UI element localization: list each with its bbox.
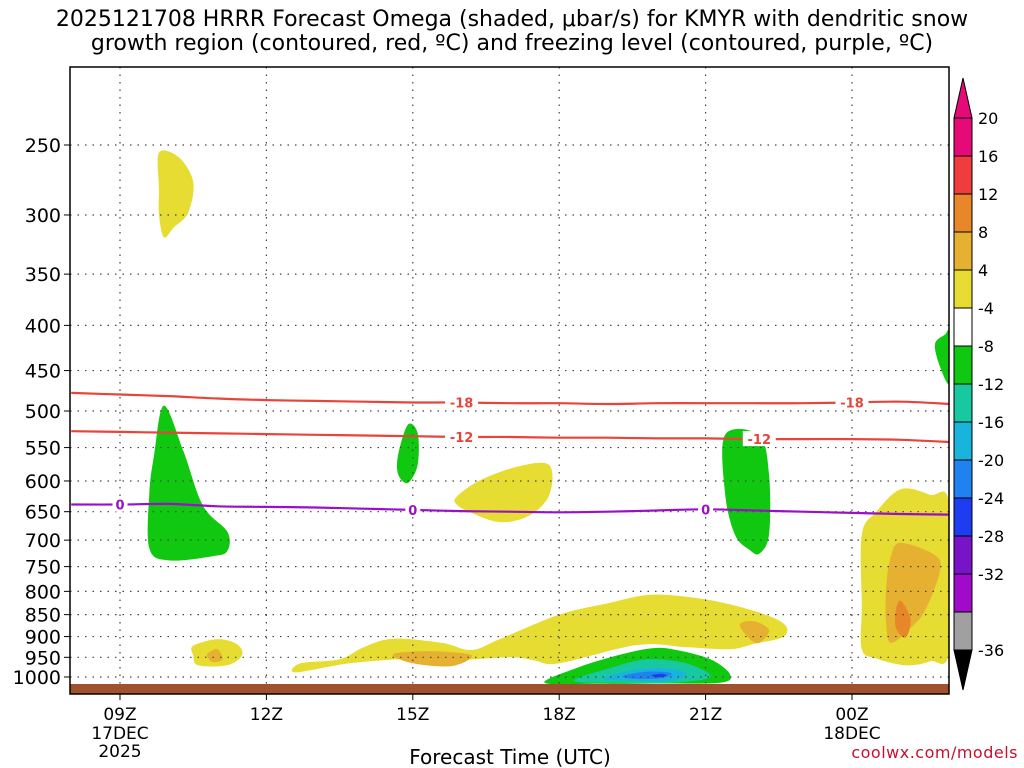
colorbar-swatch (953, 573, 973, 613)
y-tick-label-400: 400 (25, 315, 61, 337)
contour-label-freezing-level: 0 (408, 504, 417, 519)
contour-label-bg-freezing-level (112, 496, 128, 512)
colorbar-swatch (953, 269, 973, 309)
colorbar-label: -12 (978, 375, 1004, 394)
y-tick-label-850: 850 (25, 605, 61, 627)
contour-freezing-level (71, 502, 949, 516)
contour-label-bg-dgz-minus12 (445, 428, 479, 444)
y-tick-label-950: 950 (25, 647, 61, 669)
colorbar-swatch (953, 421, 973, 461)
contour-label-dgz-minus18: -18 (840, 396, 864, 411)
omega-area-orange-left-low (206, 649, 223, 663)
x-tick-label-18Z: 18Z (543, 705, 576, 725)
omega-area-yellow-mid-600 (454, 462, 553, 523)
contour-dgz-minus18 (71, 391, 949, 406)
contour-dgz-minus12 (71, 430, 949, 444)
contour-lines: -18 -18 -12 -12 0 0 0 (71, 391, 949, 519)
colorbar-swatch (953, 497, 973, 537)
contour-label-bg-freezing-level (405, 501, 421, 517)
contour-label-dgz-minus18: -18 (450, 396, 474, 411)
colorbar-label: -24 (978, 489, 1004, 508)
plot-frame (69, 66, 950, 695)
colorbar-label: -20 (978, 451, 1004, 470)
colorbar-label: 8 (978, 223, 988, 242)
ground-surface (70, 684, 949, 694)
x-year-label: 2025 (98, 742, 141, 762)
x-tick-label-21Z: 21Z (689, 705, 722, 725)
y-tick-label-700: 700 (25, 530, 61, 552)
contour-label-dgz-minus12: -12 (450, 431, 474, 446)
chart-title-line2: growth region (contoured, red, ºC) and f… (90, 31, 934, 56)
contour-label-bg-dgz-minus18 (835, 394, 869, 410)
y-tick-label-900: 900 (25, 627, 61, 649)
omega-area-green-21z (722, 428, 771, 555)
colorbar-top-arrow (953, 77, 973, 119)
omega-area-left-rising-green (147, 405, 230, 561)
colorbar-swatch (953, 117, 973, 157)
contour-label-bg-dgz-minus18 (445, 394, 479, 410)
y-tick-label-250: 250 (25, 135, 61, 157)
colorbar-label: -28 (978, 527, 1004, 546)
y-tick-label-650: 650 (25, 502, 61, 524)
x-axis-label: Forecast Time (UTC) (409, 745, 611, 768)
colorbar-label: 4 (978, 261, 988, 280)
colorbar-swatch (953, 345, 973, 385)
credit-text[interactable]: coolwx.com/models (851, 743, 1018, 762)
contour-label-freezing-level: 0 (701, 503, 710, 518)
colorbar-label: -4 (978, 299, 994, 318)
y-tick-label-750: 750 (25, 557, 61, 579)
x-tick-label-00Z: 00Z (835, 705, 868, 725)
colorbar-label: -8 (978, 337, 994, 356)
y-tick-label-300: 300 (25, 205, 61, 227)
omega-area-narrow-green-15z (396, 423, 419, 484)
colorbar-label: 16 (978, 147, 998, 166)
contour-label-bg-freezing-level (698, 501, 714, 517)
x-tick-label-15Z: 15Z (396, 705, 429, 725)
y-tick-label-1000: 1000 (13, 667, 61, 689)
omega-area-orange-15z (392, 651, 472, 667)
omega-area-orange-dark-right (894, 600, 911, 638)
colorbar-swatch (953, 155, 973, 195)
colorbar-label: 12 (978, 185, 998, 204)
colorbar-legend: 20 16 12 8 4 -4 -8 -12 -16 -20 -24 -28 -32 -36 (953, 77, 1004, 691)
grid-lines (70, 67, 949, 694)
omega-area-upper-weak-rising (157, 150, 194, 238)
y-tick-label-600: 600 (25, 471, 61, 493)
colorbar-label: -16 (978, 413, 1004, 432)
colorbar-swatch (953, 193, 973, 233)
y-tick-label-500: 500 (25, 401, 61, 423)
x-tick-label-12Z: 12Z (250, 705, 283, 725)
x-date-label: 17DEC (91, 724, 148, 744)
colorbar-swatch (953, 231, 973, 271)
x-tick-label-09Z: 09Z (103, 705, 136, 725)
omega-area-orange-21z (739, 620, 770, 644)
y-tick-label-450: 450 (25, 361, 61, 383)
colorbar-label: 20 (978, 109, 998, 128)
colorbar-label: -32 (978, 565, 1004, 584)
y-tick-label-350: 350 (25, 264, 61, 286)
pressure-axis: 2503003504004505005506006507007508008509… (13, 135, 70, 689)
colorbar-label: -36 (978, 641, 1004, 660)
y-tick-label-550: 550 (25, 438, 61, 460)
contour-label-dgz-minus12: -12 (748, 433, 772, 448)
chart-title-line1: 2025121708 HRRR Forecast Omega (shaded, … (55, 7, 969, 32)
contour-label-freezing-level: 0 (115, 499, 124, 514)
colorbar-swatch (953, 535, 973, 575)
colorbar-bottom-arrow (953, 649, 973, 691)
colorbar-swatch (953, 383, 973, 423)
x-date-label: 18DEC (823, 724, 880, 744)
colorbar-swatch (953, 307, 973, 347)
colorbar-swatch (953, 459, 973, 499)
y-tick-label-800: 800 (25, 581, 61, 603)
colorbar-swatch (953, 611, 973, 651)
omega-area-green-edge-right (934, 329, 949, 385)
omega-shading (147, 150, 949, 685)
contour-label-bg-dgz-minus12 (742, 431, 776, 447)
